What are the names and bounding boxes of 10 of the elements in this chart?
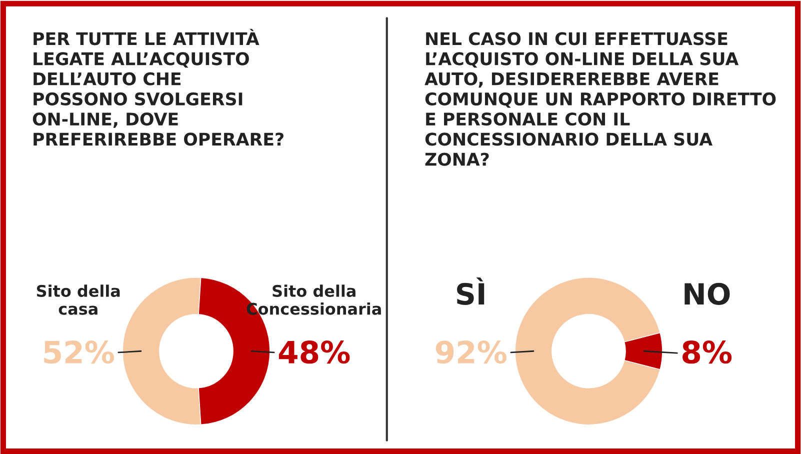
- slice-label: NO: [684, 282, 730, 305]
- slice-label: SÌ: [457, 278, 484, 305]
- chart-title: PER TUTTE LE ATTIVITÀ LEGATE ALL’ACQUISTO DELL’AUTO CHE POSSONO SVOLGERSI ON-LINE, DOVE PREFERIREBBE OPERARE?: [32, 28, 284, 146]
- donut-slice: [514, 277, 660, 426]
- data-label: 48%: [278, 340, 350, 364]
- chart-title: NEL CASO IN CUI EFFETTUASSE L’ACQUISTO ON-LINE DELLA SUA AUTO, DESIDEREREBBE AVERE COMUNQUE UN RAPPORTO DIRETTO E PERSONALE CON IL CONCESSIONARIO DELLA SUA ZONA?: [424, 32, 776, 166]
- slice-label: Sito della casa: [36, 284, 120, 315]
- data-label: 52%: [44, 340, 114, 364]
- data-label: 8%: [682, 340, 732, 364]
- data-label: 92%: [436, 340, 506, 364]
